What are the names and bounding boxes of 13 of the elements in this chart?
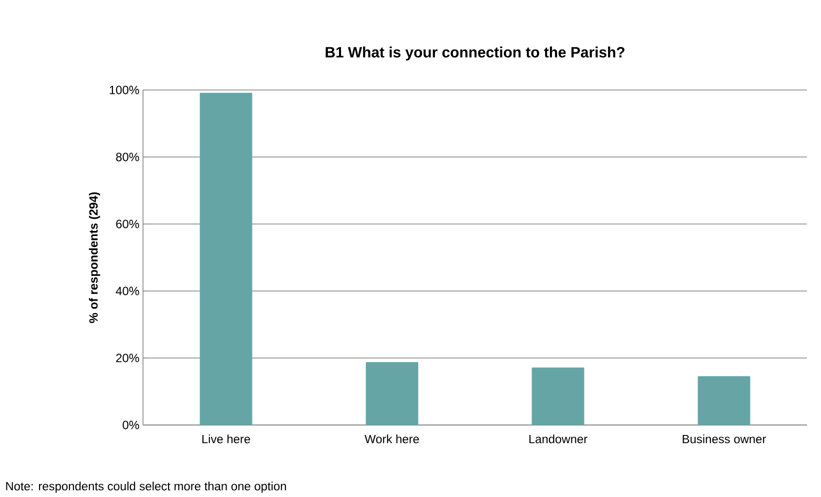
y-tick-label: 0%: [122, 420, 140, 430]
y-tick-label: 80%: [116, 152, 140, 162]
x-tick-label: Live here: [202, 434, 250, 444]
y-tick-label: 40%: [116, 286, 140, 296]
y-tick-label: 100%: [110, 86, 140, 94]
x-tick-label: Work here: [364, 434, 419, 444]
text: Note: respondents could select more than one option: [6, 482, 286, 493]
x-tick-label: Business owner: [682, 434, 766, 444]
y-tick-label: 20%: [116, 354, 140, 362]
y-tick-label: 60%: [116, 220, 140, 228]
chart-title: B1 What is your connection to the Parish?: [326, 46, 624, 60]
x-tick-label: Landowner: [529, 434, 588, 444]
y-axis-title: % of respondents (294): [88, 192, 100, 323]
